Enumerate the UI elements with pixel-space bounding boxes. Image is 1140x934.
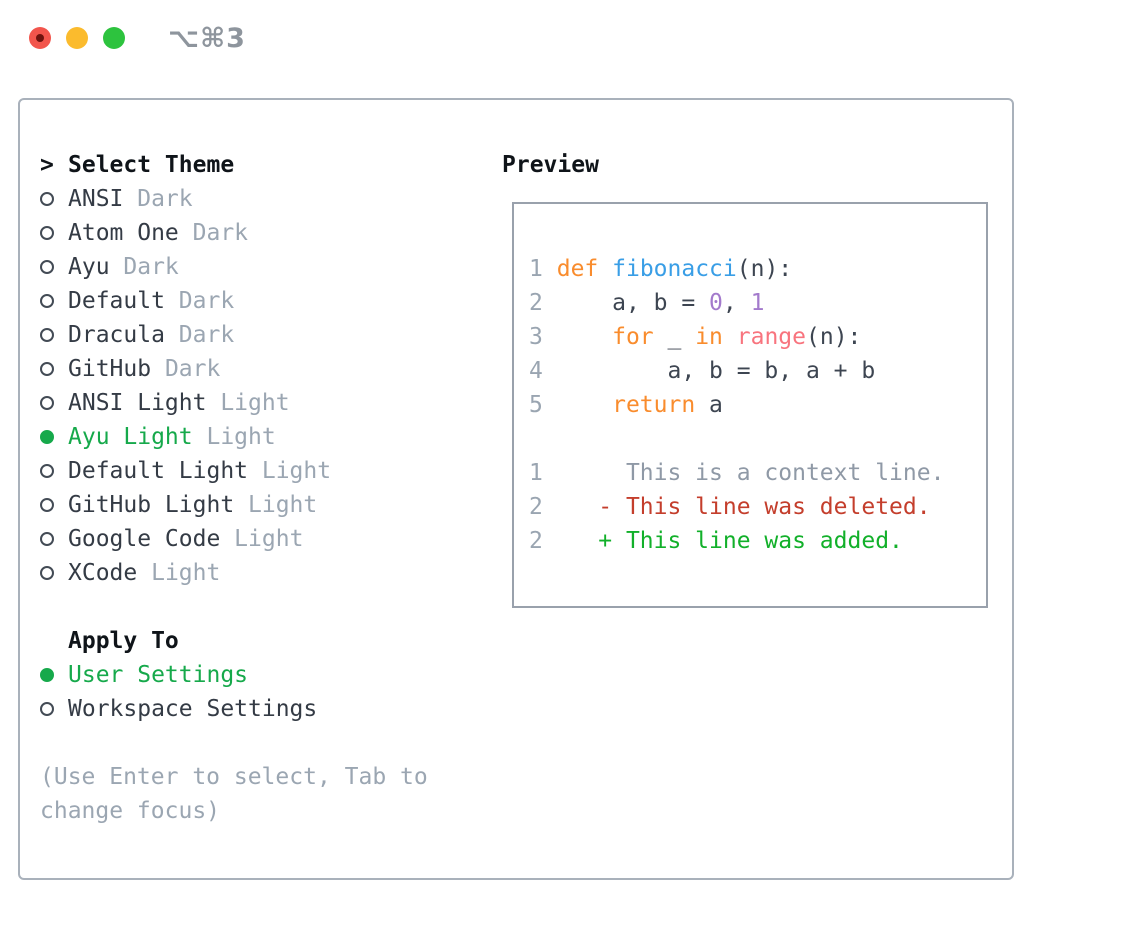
- theme-option-ansi-light[interactable]: ANSI Light Light: [40, 386, 490, 420]
- radio-unselected-icon: [40, 702, 54, 716]
- radio-unselected-icon: [40, 532, 54, 546]
- theme-name: Ayu Light: [68, 424, 193, 450]
- radio-unselected-icon: [40, 226, 54, 240]
- theme-variant-tag: Light: [220, 526, 304, 552]
- theme-option-ayu[interactable]: Ayu Dark: [40, 250, 490, 284]
- apply-to-list: User Settings Workspace Settings: [40, 658, 490, 726]
- theme-list: ANSI Dark Atom One Dark Ayu Dark Default Da…: [40, 182, 490, 590]
- preview-diff-deleted-line: 2 - This line was deleted.: [529, 494, 931, 520]
- theme-variant-tag: Light: [206, 390, 290, 416]
- theme-variant-tag: Light: [248, 458, 332, 484]
- theme-variant-tag: Dark: [151, 356, 221, 382]
- radio-selected-icon: [40, 668, 54, 682]
- theme-name: Dracula: [68, 322, 165, 348]
- theme-variant-tag: Dark: [164, 322, 235, 348]
- theme-variant-tag: Dark: [164, 288, 235, 314]
- theme-name: XCode: [68, 560, 138, 586]
- theme-option-default[interactable]: Default Dark: [40, 284, 490, 318]
- preview-code-line: 1 def fibonacci(n):: [529, 256, 793, 282]
- theme-variant-tag: Light: [137, 560, 221, 586]
- theme-option-ansi[interactable]: ANSI Dark: [40, 182, 490, 216]
- theme-option-github[interactable]: GitHub Dark: [40, 352, 490, 386]
- preview-box: 1 def fibonacci(n): 2 a, b = 0, 1 3 for _ …: [512, 202, 988, 608]
- radio-unselected-icon: [40, 498, 54, 512]
- radio-unselected-icon: [40, 362, 54, 376]
- theme-name: Default Light: [68, 458, 249, 484]
- theme-option-google-code[interactable]: Google Code Light: [40, 522, 490, 556]
- radio-unselected-icon: [40, 294, 54, 308]
- preview-code-line: 3 for _ in range(n):: [529, 324, 862, 350]
- theme-variant-tag: Light: [192, 424, 276, 450]
- preview-code-line: 4 a, b = b, a + b: [529, 358, 876, 384]
- keyboard-hint-text: (Use Enter to select, Tab to change focu…: [40, 764, 428, 824]
- preview-title: Preview: [502, 152, 599, 178]
- minimize-button[interactable]: [66, 27, 88, 49]
- traffic-lights: [29, 27, 125, 49]
- theme-option-dracula[interactable]: Dracula Dark: [40, 318, 490, 352]
- theme-option-ayu-light[interactable]: Ayu Light Light: [40, 420, 490, 454]
- spacer: [40, 590, 490, 624]
- select-theme-title: Select Theme: [68, 152, 235, 178]
- preview-blank-line: [529, 422, 976, 456]
- apply-option-label: User Settings: [68, 662, 249, 688]
- theme-name: Google Code: [68, 526, 221, 552]
- theme-option-xcode[interactable]: XCode Light: [40, 556, 490, 590]
- window-title: ⌥⌘3: [168, 23, 246, 54]
- theme-name: Ayu: [68, 254, 110, 280]
- apply-to-title: Apply To: [68, 628, 179, 654]
- zoom-button[interactable]: [103, 27, 125, 49]
- apply-option-workspace-settings[interactable]: Workspace Settings: [40, 692, 490, 726]
- theme-name: Default: [68, 288, 165, 314]
- theme-name: Atom One: [68, 220, 179, 246]
- theme-variant-tag: Dark: [109, 254, 179, 280]
- preview-diff-context-line: 1 This is a context line.: [529, 460, 945, 486]
- apply-option-label: Workspace Settings: [68, 696, 318, 722]
- preview-code-line: 5 return a: [529, 392, 723, 418]
- preview-code-line: 2 a, b = 0, 1: [529, 290, 765, 316]
- radio-unselected-icon: [40, 566, 54, 580]
- spacer: [40, 726, 490, 760]
- radio-unselected-icon: [40, 260, 54, 274]
- radio-selected-icon: [40, 430, 54, 444]
- theme-option-atom-one[interactable]: Atom One Dark: [40, 216, 490, 250]
- theme-selector-panel: > Select Theme ANSI Dark Atom One Dark Ayu …: [18, 98, 1014, 880]
- apply-option-user-settings[interactable]: User Settings: [40, 658, 490, 692]
- radio-unselected-icon: [40, 464, 54, 478]
- preview-diff-added-line: 2 + This line was added.: [529, 528, 903, 554]
- apply-to-header: Apply To: [40, 624, 490, 658]
- select-theme-header: > Select Theme: [40, 148, 490, 182]
- close-button[interactable]: [29, 27, 51, 49]
- radio-unselected-icon: [40, 396, 54, 410]
- theme-name: GitHub: [68, 356, 152, 382]
- radio-unselected-icon: [40, 328, 54, 342]
- theme-name: ANSI: [68, 186, 124, 212]
- radio-unselected-icon: [40, 192, 54, 206]
- theme-variant-tag: Dark: [123, 186, 193, 212]
- theme-option-default-light[interactable]: Default Light Light: [40, 454, 490, 488]
- theme-name: GitHub Light: [68, 492, 235, 518]
- theme-list-column: > Select Theme ANSI Dark Atom One Dark Ayu …: [40, 148, 490, 828]
- focus-pointer-icon: >: [40, 152, 54, 178]
- theme-name: ANSI Light: [68, 390, 207, 416]
- theme-option-github-light[interactable]: GitHub Light Light: [40, 488, 490, 522]
- theme-variant-tag: Dark: [178, 220, 249, 246]
- theme-variant-tag: Light: [234, 492, 318, 518]
